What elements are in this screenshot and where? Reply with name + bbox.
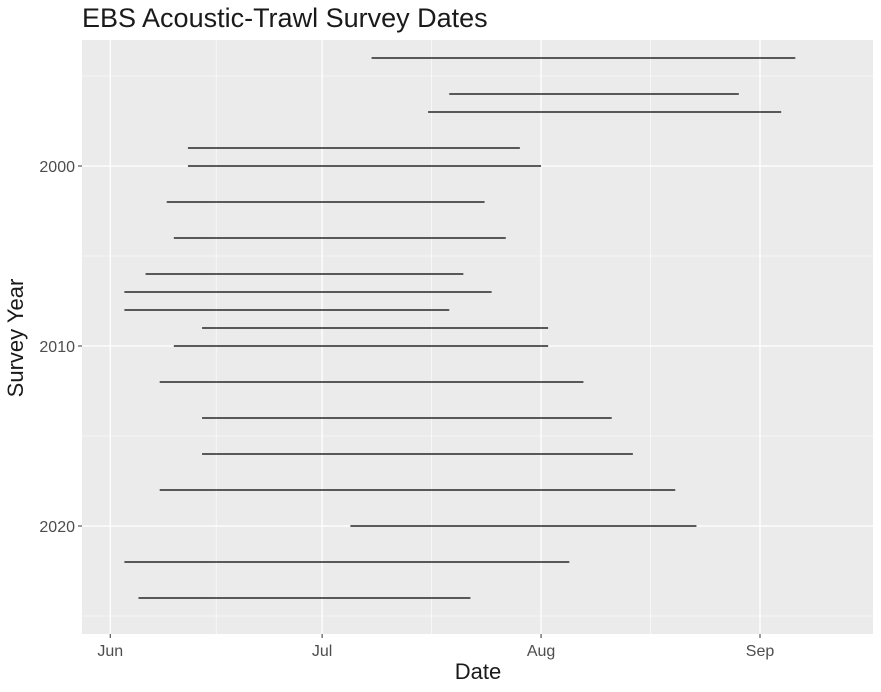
x-tick-label: Aug: [527, 643, 555, 660]
chart-title: EBS Acoustic-Trawl Survey Dates: [82, 3, 488, 33]
x-axis: Jun Jul Aug Sep: [97, 634, 774, 660]
y-axis: 2000 2010 2020: [39, 159, 82, 536]
plot-panel: [82, 40, 873, 634]
survey-segments: [124, 57, 796, 599]
x-tick-label: Jul: [312, 643, 332, 660]
x-tick-label: Jun: [97, 643, 123, 660]
y-axis-title: Survey Year: [3, 279, 28, 398]
x-axis-title: Date: [455, 659, 501, 684]
y-tick-label: 2000: [39, 159, 75, 176]
y-tick-label: 2020: [39, 519, 75, 536]
y-tick-label: 2010: [39, 339, 75, 356]
x-tick-label: Sep: [746, 643, 775, 660]
